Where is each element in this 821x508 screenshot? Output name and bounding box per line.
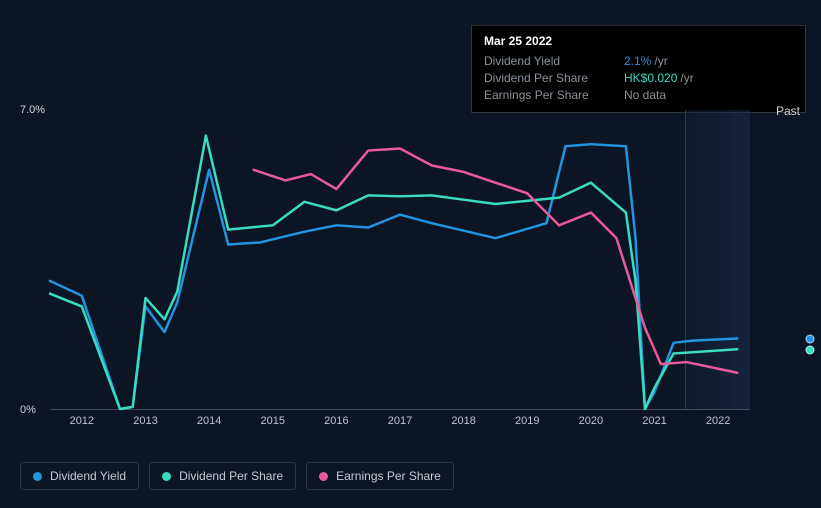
legend-label: Dividend Per Share — [179, 469, 283, 483]
y-axis-label: 0% — [20, 404, 36, 416]
tooltip-value: HK$0.020 — [624, 70, 677, 87]
series-line-dividend_per_share — [50, 136, 737, 409]
x-axis-label: 2019 — [515, 415, 539, 427]
tooltip-date: Mar 25 2022 — [484, 34, 793, 48]
x-axis-label: 2021 — [642, 415, 666, 427]
tooltip-row: Earnings Per ShareNo data — [484, 87, 793, 104]
x-axis-label: 2022 — [706, 415, 730, 427]
x-axis-label: 2013 — [133, 415, 157, 427]
legend-dot-icon — [162, 472, 171, 481]
tooltip-key: Earnings Per Share — [484, 87, 624, 104]
tooltip-panel: Mar 25 2022 Dividend Yield2.1%/yrDividen… — [471, 25, 806, 113]
x-axis-label: 2017 — [388, 415, 412, 427]
legend-item[interactable]: Earnings Per Share — [306, 462, 454, 490]
past-label: Past — [776, 104, 800, 118]
tooltip-key: Dividend Yield — [484, 53, 624, 70]
tooltip-unit: /yr — [654, 53, 667, 70]
tooltip-value: No data — [624, 87, 666, 104]
x-axis-label: 2015 — [260, 415, 284, 427]
legend-item[interactable]: Dividend Per Share — [149, 462, 296, 490]
legend-item[interactable]: Dividend Yield — [20, 462, 139, 490]
x-axis-label: 2018 — [451, 415, 475, 427]
tooltip-row: Dividend Yield2.1%/yr — [484, 53, 793, 70]
tooltip-value: 2.1% — [624, 53, 651, 70]
legend-label: Earnings Per Share — [336, 469, 441, 483]
chart-container: Past 0%7.0%20122013201420152016201720182… — [20, 110, 800, 425]
y-axis-label: 7.0% — [20, 104, 45, 116]
series-line-earnings_per_share — [254, 148, 738, 372]
chart-lines — [50, 110, 750, 409]
legend-dot-icon — [33, 472, 42, 481]
legend: Dividend Yield Dividend Per Share Earnings… — [20, 462, 454, 490]
series-endpoint-dividend_yield — [806, 335, 815, 344]
tooltip-row: Dividend Per ShareHK$0.020/yr — [484, 70, 793, 87]
legend-dot-icon — [319, 472, 328, 481]
x-axis-label: 2012 — [70, 415, 94, 427]
x-axis-label: 2016 — [324, 415, 348, 427]
x-axis-label: 2014 — [197, 415, 221, 427]
tooltip-unit: /yr — [680, 70, 693, 87]
tooltip-rows: Dividend Yield2.1%/yrDividend Per ShareH… — [484, 53, 793, 104]
legend-label: Dividend Yield — [50, 469, 126, 483]
plot-area[interactable] — [50, 110, 750, 410]
x-axis-label: 2020 — [579, 415, 603, 427]
tooltip-key: Dividend Per Share — [484, 70, 624, 87]
series-endpoint-dividend_per_share — [806, 346, 815, 355]
